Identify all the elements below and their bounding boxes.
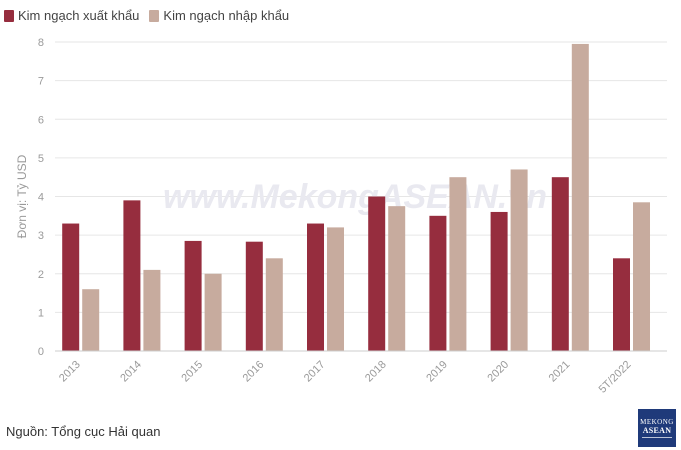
x-tick-label: 2013 [57, 359, 83, 385]
x-tick-label: 5T/2022 [597, 359, 634, 396]
legend-label-import: Kim ngạch nhập khẩu [163, 8, 290, 23]
bar-export [551, 177, 569, 351]
bar-export [245, 241, 263, 351]
bar-export [62, 223, 80, 351]
y-axis-label: Đơn vị: Tỷ USD [15, 154, 29, 238]
bar-export [490, 211, 508, 351]
legend-swatch-import [149, 9, 160, 22]
y-tick-label: 8 [38, 37, 44, 49]
x-tick-label: 2019 [424, 359, 450, 385]
bar-import [571, 43, 589, 352]
y-tick-label: 0 [38, 346, 44, 358]
x-tick-label: 2015 [179, 359, 205, 385]
y-tick-label: 3 [38, 230, 44, 242]
bar-import [327, 227, 345, 351]
watermark: www.MekongASEAN.vn [163, 178, 547, 216]
bar-import [204, 273, 222, 351]
bar-import [633, 202, 651, 351]
mekong-asean-logo: MEKONG ASEAN [638, 409, 676, 447]
y-tick-label: 2 [38, 269, 44, 281]
x-tick-label: 2020 [485, 359, 511, 385]
bar-export [613, 258, 631, 351]
legend-item-import[interactable]: Kim ngạch nhập khẩu [149, 8, 289, 23]
chart-legend: Kim ngạch xuất khẩu Kim ngạch nhập khẩu [4, 8, 289, 23]
bar-import [510, 169, 528, 351]
bar-import [449, 177, 467, 351]
y-tick-label: 6 [38, 114, 44, 126]
y-tick-label: 1 [38, 307, 44, 319]
bar-import [265, 258, 283, 351]
x-tick-label: 2021 [547, 359, 573, 385]
y-tick-label: 4 [38, 192, 44, 204]
x-tick-label: 2017 [302, 359, 328, 385]
legend-item-export[interactable]: Kim ngạch xuất khẩu [4, 8, 139, 23]
bar-export [184, 240, 202, 351]
y-tick-label: 7 [38, 76, 44, 88]
x-tick-label: 2018 [363, 359, 389, 385]
source-note: Nguồn: Tổng cục Hải quan [6, 424, 161, 439]
bar-import [143, 269, 161, 351]
legend-swatch-export [4, 9, 14, 22]
x-tick-label: 2014 [118, 359, 144, 385]
y-tick-label: 5 [38, 153, 44, 165]
legend-label-export: Kim ngạch xuất khẩu [18, 8, 140, 23]
bar-export [307, 223, 325, 351]
bar-import [388, 206, 406, 351]
bar-export [429, 215, 447, 351]
bar-export [123, 200, 141, 351]
x-tick-label: 2016 [241, 359, 267, 385]
bar-import [82, 289, 100, 351]
bar-export [368, 196, 386, 351]
